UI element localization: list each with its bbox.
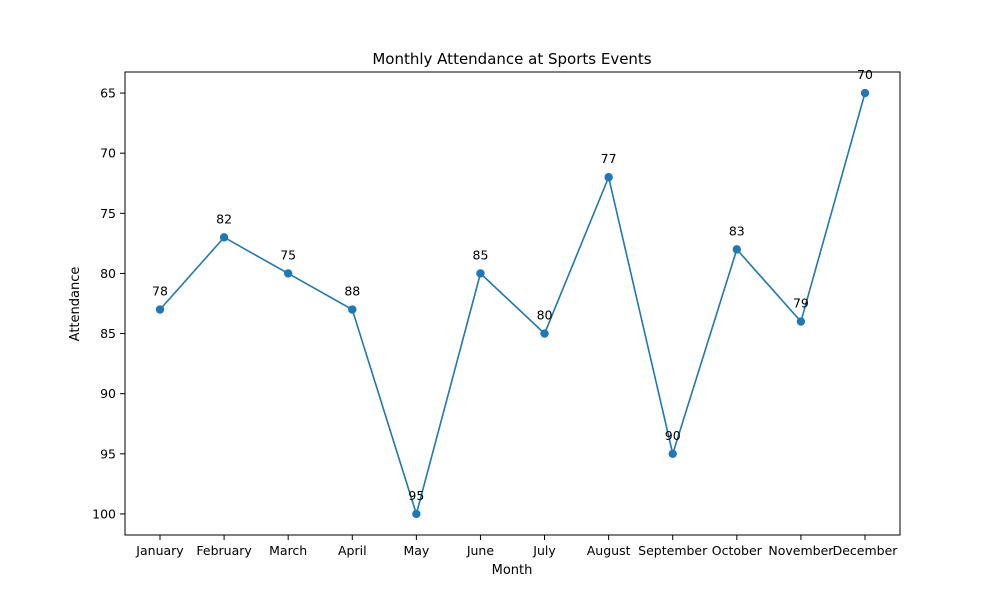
x-axis-label: Month xyxy=(492,563,533,578)
series-line xyxy=(159,92,866,517)
x-tick-label: June xyxy=(466,543,495,558)
data-point xyxy=(219,233,229,242)
data-label: 85 xyxy=(473,247,489,262)
data-label: 88 xyxy=(344,284,360,299)
data-label: 95 xyxy=(408,488,424,503)
data-label: 75 xyxy=(280,247,296,262)
data-label: 82 xyxy=(216,211,232,226)
data-point xyxy=(348,305,357,314)
x-tick-label: September xyxy=(638,543,708,558)
x-tick-label: February xyxy=(196,543,252,558)
y-tick-label: 85 xyxy=(100,326,116,341)
plot-area xyxy=(124,71,901,536)
data-point xyxy=(604,173,613,182)
data-point xyxy=(796,317,806,326)
data-point xyxy=(860,88,870,98)
y-tick-label: 70 xyxy=(100,146,116,161)
y-tick-label: 75 xyxy=(100,206,116,221)
x-tick-label: October xyxy=(712,543,763,558)
data-label: 77 xyxy=(601,151,617,166)
data-label: 70 xyxy=(857,67,873,82)
y-tick-label: 65 xyxy=(100,86,116,101)
data-point xyxy=(476,269,485,278)
x-tick-label: July xyxy=(532,543,556,558)
x-tick-label: March xyxy=(269,543,307,558)
x-axis: January February March April May June July Augu… xyxy=(135,535,898,558)
x-tick-label: January xyxy=(135,543,184,558)
data-label: 80 xyxy=(537,308,553,323)
x-tick-label: November xyxy=(768,543,834,558)
y-tick-label: 80 xyxy=(100,266,116,281)
data-label: 90 xyxy=(665,428,681,443)
data-point xyxy=(668,449,677,459)
y-tick-label: 95 xyxy=(100,446,116,461)
data-point xyxy=(540,329,549,338)
data-label: 78 xyxy=(152,284,168,299)
data-point xyxy=(412,509,421,519)
series-group: 78 82 75 88 95 85 80 77 90 83 79 70 xyxy=(152,67,873,519)
x-tick-label: May xyxy=(403,543,429,558)
x-tick-label: August xyxy=(587,543,631,558)
y-tick-label: 90 xyxy=(100,386,116,401)
y-tick-label: 100 xyxy=(92,506,116,521)
x-tick-label: April xyxy=(338,543,367,558)
data-point xyxy=(283,269,293,278)
data-point xyxy=(732,245,742,254)
data-label: 79 xyxy=(793,296,809,311)
chart-title: Monthly Attendance at Sports Events xyxy=(372,50,651,68)
y-axis-label: Attendance xyxy=(68,267,83,342)
y-axis: 65 70 75 80 85 90 95 100 xyxy=(92,86,125,521)
x-tick-label: December xyxy=(833,543,899,558)
data-point xyxy=(155,305,165,314)
data-label: 83 xyxy=(729,223,745,238)
